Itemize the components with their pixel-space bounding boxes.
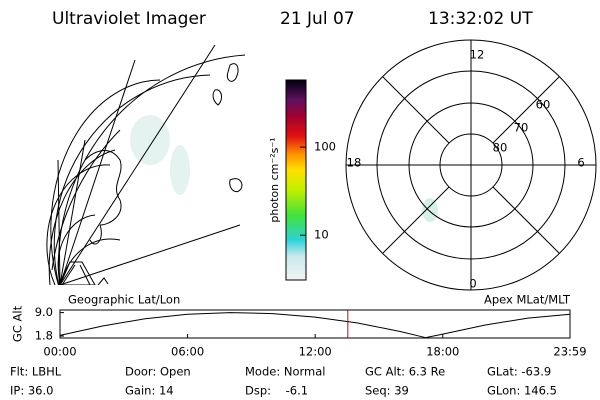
status-field: Gain: 14: [125, 384, 174, 398]
time: 13:32:02 UT: [428, 9, 533, 29]
y-axis-label: GC Alt: [11, 305, 25, 342]
x-tick-label: 06:00: [171, 345, 204, 359]
date: 21 Jul 07: [280, 9, 355, 29]
status-field: Seq: 39: [365, 384, 409, 398]
status-field: GLon: 146.5: [487, 384, 557, 398]
y-tick-label: 9.0: [35, 305, 53, 319]
x-tick-label: 12:00: [299, 345, 332, 359]
colorbar: [285, 79, 307, 281]
x-tick-label: 18:00: [426, 345, 459, 359]
title: Ultraviolet Imager: [52, 9, 206, 29]
status-field: IP: 36.0: [10, 384, 53, 398]
panel-label: Apex MLat/MLT: [484, 293, 571, 307]
y-tick-label: 1.8: [35, 329, 53, 343]
mlt-label: 18: [347, 156, 362, 170]
lat-label: 60: [536, 98, 551, 112]
status-field: Door: Open: [125, 365, 191, 379]
status-field: Flt: LBHL: [10, 365, 62, 379]
panel-label: Geographic Lat/Lon: [68, 293, 180, 307]
status-field: Dsp: -6.1: [245, 384, 308, 398]
mlt-label: 0: [469, 277, 476, 291]
colorbar-label: photon cm⁻²s⁻¹: [268, 137, 281, 222]
mlt-label: 12: [470, 48, 485, 62]
polar-plot: [345, 39, 597, 291]
colorbar-tick-label: 10: [314, 228, 329, 242]
lat-label: 70: [514, 121, 529, 135]
lat-label: 80: [493, 141, 508, 155]
x-tick-label: 23:59: [553, 345, 586, 359]
mlt-label: 6: [577, 156, 584, 170]
altitude-line: [59, 312, 571, 339]
status-field: GC Alt: 6.3 Re: [365, 365, 445, 379]
geo-map: [46, 44, 246, 285]
x-tick-label: 00:00: [43, 345, 76, 359]
colorbar-tick-label: 100: [314, 140, 336, 154]
status-field: GLat: -63.9: [487, 365, 551, 379]
status-field: Mode: Normal: [245, 365, 325, 379]
